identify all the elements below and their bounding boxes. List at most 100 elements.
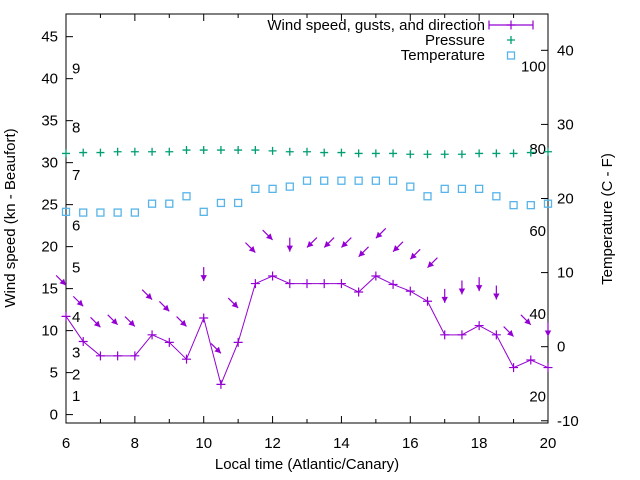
wind-speed-marker: [268, 271, 278, 281]
legend-wind-label: Wind speed, gusts, and direction: [267, 17, 485, 34]
gust-direction-arrow: [375, 227, 387, 239]
pressure-marker: [509, 149, 518, 158]
pressure-marker: [130, 147, 139, 156]
temperature-marker: [182, 192, 191, 201]
temperature-marker: [165, 199, 174, 208]
temperature-marker: [440, 184, 449, 194]
temperature-marker: [406, 182, 415, 191]
y-left-tick-label: 0: [50, 407, 58, 424]
wind-speed-marker: [336, 279, 346, 289]
gust-direction-arrow: [245, 242, 256, 253]
gust-direction-arrow: [107, 314, 119, 326]
temperature-marker: [113, 208, 122, 217]
pressure-marker: [475, 149, 484, 158]
temperature-marker: [79, 208, 88, 217]
pressure-marker: [389, 149, 398, 158]
fahrenheit-scale-label: 60: [529, 223, 546, 240]
temperature-marker: [147, 199, 157, 208]
pressure-marker: [354, 149, 363, 158]
gust-direction-arrow: [493, 285, 500, 300]
temperature-marker: [199, 207, 208, 216]
temperature-marker: [285, 182, 294, 191]
wind-speed-marker: [95, 351, 105, 361]
pressure-marker: [320, 148, 329, 157]
gust-arrow-head: [59, 278, 66, 286]
gust-arrow-head: [358, 250, 366, 257]
gust-direction-arrow: [306, 237, 318, 248]
y-right-tick-label: 30: [557, 116, 574, 133]
gust-direction-arrow: [544, 322, 552, 337]
gust-arrow-head: [179, 319, 187, 327]
y-left-tick-label: 10: [41, 323, 58, 340]
x-tick-label: 16: [402, 435, 419, 452]
legend-pressure-label: Pressure: [425, 32, 485, 49]
legend-temperature-label: Temperature: [401, 47, 485, 64]
temperature-marker: [492, 192, 501, 201]
y-left-tick-label: 25: [41, 197, 58, 214]
wind-speed-marker: [285, 279, 295, 289]
gust-direction-arrow: [90, 316, 101, 328]
gust-arrow-head: [410, 252, 417, 260]
gust-direction-arrow: [458, 280, 466, 295]
temperature-marker: [302, 176, 312, 185]
temperature-marker: [388, 176, 398, 185]
gust-arrow-head: [200, 275, 207, 282]
gust-arrow-head: [76, 299, 84, 307]
x-axis-title: Local time (Atlantic/Canary): [215, 456, 399, 473]
temperature-marker: [526, 201, 535, 210]
gust-arrow-head: [458, 288, 466, 295]
wind-speed-marker: [199, 313, 209, 323]
legend-wind-plus: [506, 20, 516, 30]
gust-arrow-head: [162, 304, 170, 312]
gust-direction-arrow: [503, 326, 514, 337]
beaufort-scale-label: 6: [72, 218, 80, 235]
pressure-marker: [285, 147, 294, 156]
plot-layer: 6 8 10 12 14 16 18 20051015202530354045-1001020…: [41, 13, 579, 452]
y-right-tick-label: 40: [557, 42, 574, 59]
legend-temperature-square: [506, 51, 516, 60]
beaufort-scale-label: 3: [72, 344, 80, 361]
y-left-tick-label: 35: [41, 113, 58, 130]
wind-speed-marker: [354, 287, 364, 297]
temperature-marker: [354, 176, 363, 185]
x-tick-label: 6: [62, 435, 70, 452]
temperature-marker: [96, 208, 105, 217]
gust-direction-arrow: [441, 288, 448, 303]
gust-arrow-head: [441, 296, 448, 303]
gust-arrow-head: [214, 346, 221, 354]
wind-speed-marker: [250, 279, 260, 289]
y-right-tick-label: -10: [557, 413, 579, 430]
gust-arrow-head: [375, 231, 383, 239]
gust-direction-arrow: [158, 300, 170, 312]
gust-arrow-head: [544, 330, 552, 337]
gust-direction-arrow: [262, 229, 273, 241]
wind-speed-marker: [319, 279, 329, 289]
temperature-marker: [457, 184, 467, 194]
pressure-marker: [337, 148, 346, 157]
gust-direction-arrow: [200, 267, 207, 282]
wind-speed-marker: [302, 279, 312, 289]
pressure-marker: [423, 150, 432, 159]
x-tick-label: 10: [195, 435, 212, 452]
wind-speed-marker: [440, 330, 450, 340]
gust-direction-arrow: [124, 316, 136, 327]
y-left-tick-label: 20: [41, 239, 58, 256]
pressure-marker: [216, 146, 225, 155]
pressure-marker: [492, 149, 501, 158]
y-left-tick-label: 30: [41, 155, 58, 172]
y-left-tick-label: 15: [41, 281, 58, 298]
temperature-marker: [474, 184, 484, 194]
gust-arrow-head: [493, 293, 500, 300]
temperature-marker: [337, 176, 346, 185]
gust-direction-arrow: [141, 289, 153, 300]
gust-arrow-head: [93, 320, 101, 328]
gust-direction-arrow: [475, 277, 483, 292]
gust-arrow-head: [266, 233, 273, 240]
beaufort-scale-label: 1: [72, 388, 80, 405]
temperature-marker: [61, 207, 71, 216]
gust-arrow-head: [324, 240, 331, 248]
wind-speed-marker: [543, 363, 553, 373]
wind-speed-marker: [423, 296, 432, 306]
temperature-marker: [233, 198, 243, 208]
